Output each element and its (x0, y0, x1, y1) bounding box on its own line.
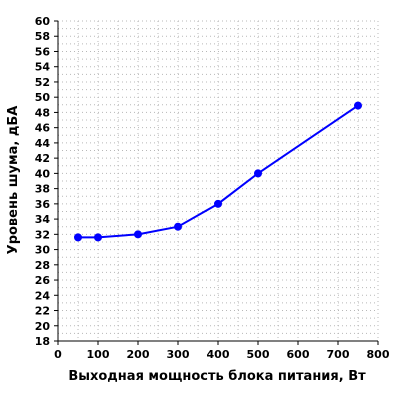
x-tick-label: 400 (207, 348, 230, 361)
x-axis-title: Выходная мощность блока питания, Вт (68, 369, 366, 384)
axes (54, 20, 379, 345)
x-tick-label: 800 (367, 348, 390, 361)
data-point (214, 199, 222, 208)
data-point (174, 222, 182, 231)
y-tick-label: 50 (35, 91, 51, 104)
data-point (134, 230, 142, 239)
y-tick-label: 54 (35, 61, 51, 74)
data-series (74, 101, 362, 242)
y-tick-label: 44 (35, 137, 51, 150)
data-point (254, 169, 262, 178)
y-tick-label: 42 (35, 152, 50, 165)
y-tick-label: 40 (35, 167, 51, 180)
data-point (354, 101, 362, 110)
y-tick-label: 32 (35, 228, 50, 241)
x-tick-label: 100 (87, 348, 110, 361)
y-tick-label: 58 (35, 30, 50, 43)
y-tick-label: 18 (35, 335, 50, 348)
x-tick-label: 500 (247, 348, 270, 361)
y-tick-label: 52 (35, 76, 50, 89)
y-tick-label: 46 (35, 122, 51, 135)
y-tick-label: 20 (35, 320, 51, 333)
y-tick-label: 28 (35, 259, 50, 272)
x-tick-label: 700 (327, 348, 350, 361)
data-point (94, 233, 102, 242)
y-tick-label: 34 (35, 213, 51, 226)
y-tick-label: 30 (35, 244, 51, 257)
x-tick-label: 600 (287, 348, 310, 361)
x-tick-label: 0 (54, 348, 62, 361)
tick-labels: 0 100 200 300 400 500 600 700 800 18 20 22 24 26 28 30 3… (35, 15, 390, 361)
y-tick-label: 38 (35, 183, 50, 196)
y-tick-label: 26 (35, 274, 51, 287)
y-tick-label: 36 (35, 198, 51, 211)
y-tick-label: 24 (35, 289, 51, 302)
grid (57, 20, 379, 342)
y-tick-label: 56 (35, 45, 51, 58)
y-axis-title: Уровень шума, дБА (6, 106, 21, 255)
x-tick-label: 200 (127, 348, 150, 361)
y-tick-label: 60 (35, 15, 51, 28)
y-tick-label: 48 (35, 106, 50, 119)
data-point (74, 233, 82, 242)
y-tick-label: 22 (35, 305, 50, 318)
x-tick-label: 300 (167, 348, 190, 361)
